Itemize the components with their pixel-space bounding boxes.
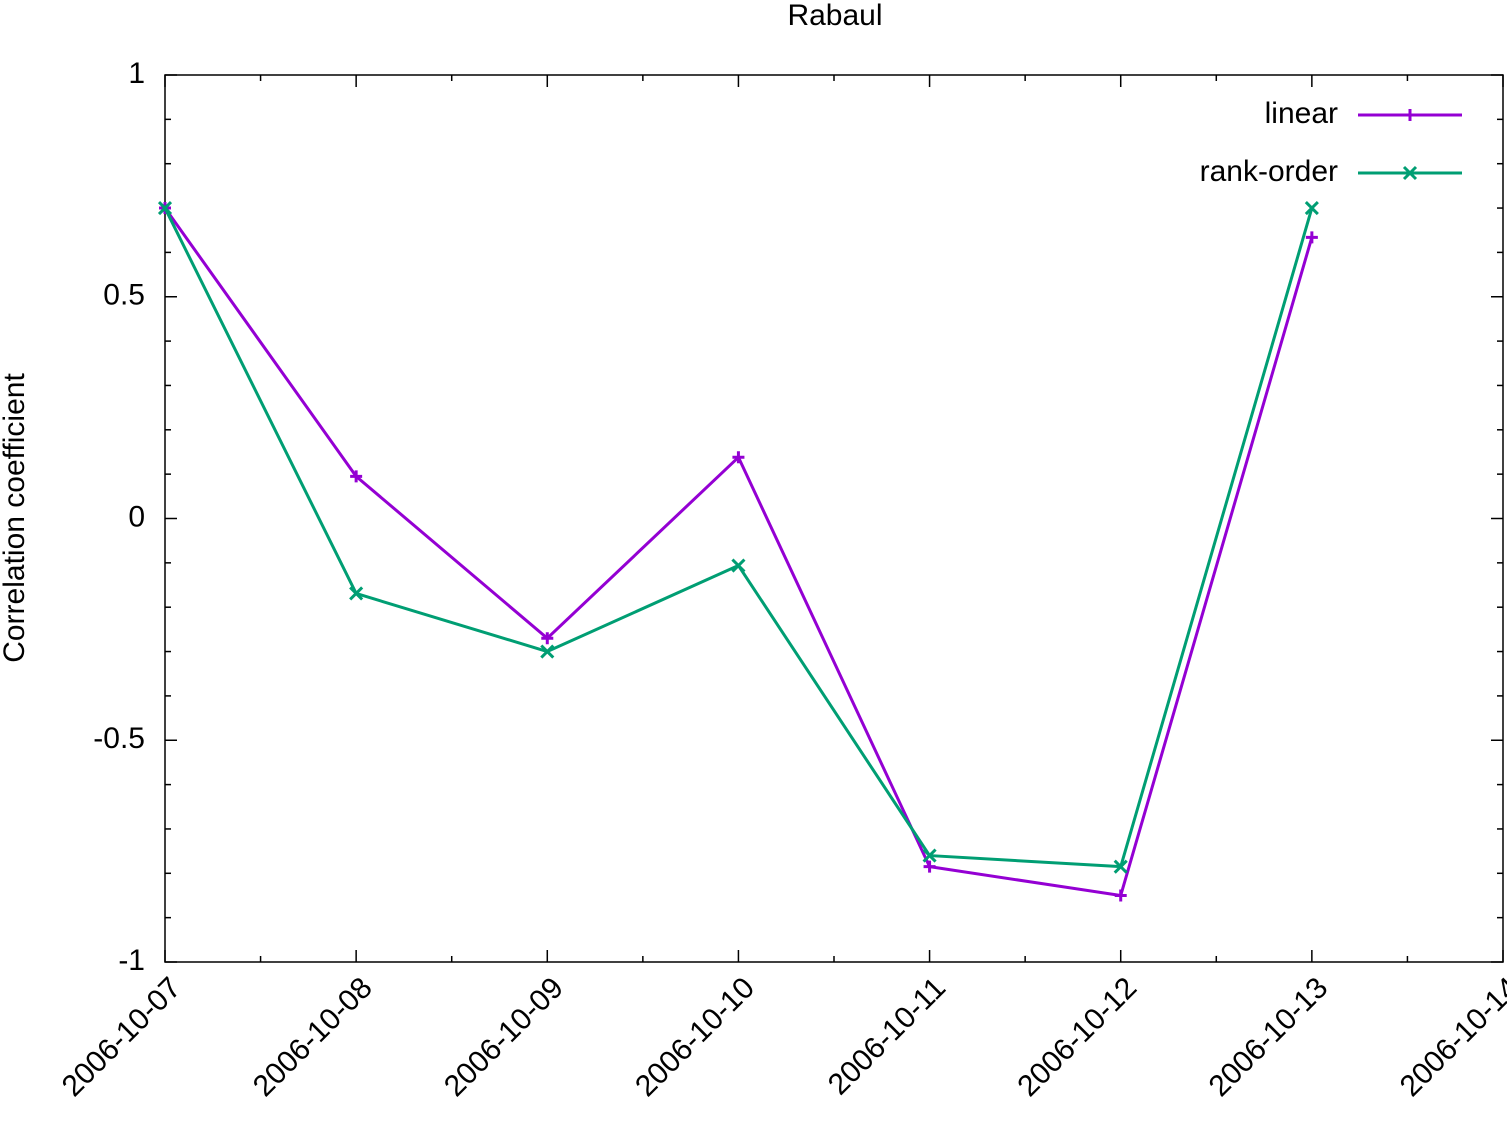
marker (922, 848, 937, 863)
plot-frame (164, 74, 1504, 963)
legend-label: linear (1265, 97, 1338, 130)
y-axis-label: Correlation coefficient (0, 373, 31, 663)
legend-marker (1402, 165, 1418, 181)
marker (350, 470, 363, 483)
series-line (163, 207, 1314, 869)
marker (349, 586, 364, 601)
marker (1113, 859, 1128, 874)
marker (1114, 889, 1127, 902)
x-tick-label: 2006-10-13 (1203, 971, 1335, 1103)
y-tick-label: -0.5 (93, 722, 145, 755)
x-tick-label: 2006-10-09 (438, 971, 570, 1103)
y-tick-label: -1 (118, 944, 145, 977)
legend-label: rank-order (1200, 155, 1338, 188)
y-tick-label: 0.5 (103, 279, 145, 312)
marker (732, 451, 745, 464)
x-tick-label: 2006-10-10 (629, 971, 761, 1103)
x-tick-label: 2006-10-07 (56, 971, 188, 1103)
x-tick-label: 2006-10-08 (247, 971, 379, 1103)
legend-marker (1404, 109, 1416, 121)
x-tick-label: 2006-10-14 (1394, 971, 1507, 1103)
chart-title: Rabaul (787, 0, 882, 32)
marker (540, 644, 555, 659)
x-tick-label: 2006-10-11 (822, 971, 952, 1101)
marker (1305, 231, 1318, 244)
marker (1304, 200, 1319, 216)
y-tick-label: 0 (128, 500, 145, 533)
marker (157, 200, 173, 216)
marker (731, 558, 746, 573)
x-tick-label: 2006-10-12 (1011, 971, 1143, 1103)
marker (541, 632, 554, 645)
y-tick-label: 1 (128, 57, 145, 90)
marker (923, 860, 936, 873)
